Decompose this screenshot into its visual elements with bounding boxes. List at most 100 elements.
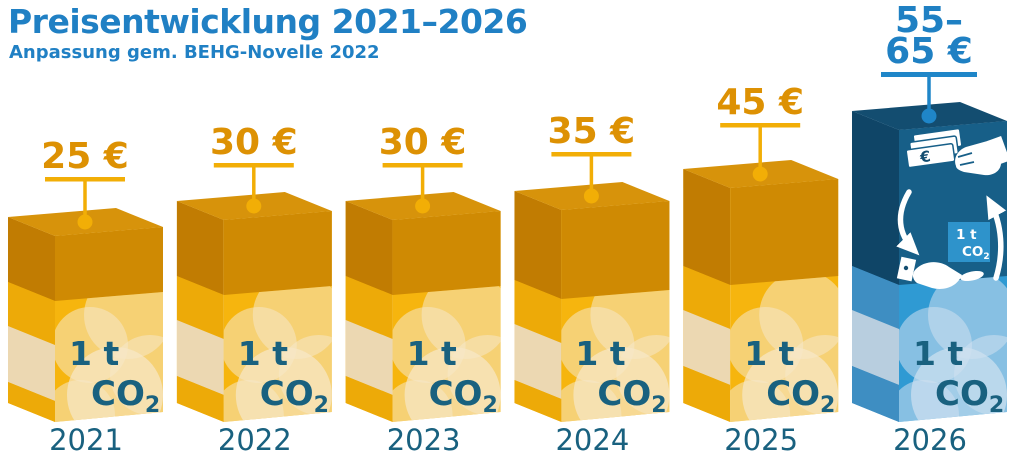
block-unit-label-1t: 1 t xyxy=(407,334,457,373)
certificate-subscript: 2 xyxy=(983,252,989,262)
co2-certificate-icon xyxy=(948,222,990,262)
co2-bubble xyxy=(392,380,453,422)
left-face-dark-band xyxy=(345,201,393,295)
price-pin-dot xyxy=(77,214,93,230)
block-unit-label-co2: CO2 xyxy=(260,374,329,418)
year-label: 2022 xyxy=(218,423,292,452)
year-label: 2026 xyxy=(893,423,967,452)
co2-bubbles xyxy=(223,286,332,422)
price-pin-dot xyxy=(415,198,431,214)
price-underline xyxy=(213,163,294,168)
left-face-stripe xyxy=(514,324,562,399)
front-dark-band xyxy=(392,211,501,295)
co2-bubble xyxy=(561,380,622,422)
banknote-euro-symbol: € xyxy=(918,147,932,166)
finger-gaps xyxy=(957,152,975,166)
cycle-arrow-down-icon xyxy=(896,189,920,256)
co2-subscript: 2 xyxy=(145,393,160,418)
co2-bubbles xyxy=(392,286,501,422)
box-left-face xyxy=(176,201,224,422)
co2-co: CO xyxy=(429,374,483,414)
co2-co: CO xyxy=(91,374,145,414)
box-left-face xyxy=(345,201,393,422)
price-label: 30 € xyxy=(210,122,298,163)
certificate-co: CO xyxy=(962,244,983,260)
block-unit-label-co2: CO2 xyxy=(429,374,498,418)
left-face-stripe xyxy=(176,320,224,395)
price-label: 55– xyxy=(895,0,963,41)
co2-bubble xyxy=(730,380,791,422)
left-face-dark-band xyxy=(176,201,224,295)
fingertips xyxy=(960,270,984,282)
certificate-label-co2: CO2 xyxy=(962,244,990,262)
banknote xyxy=(905,142,956,169)
co2-bubble xyxy=(223,380,284,422)
co2-bubbles xyxy=(899,276,1007,422)
block-unit-label-co2: CO2 xyxy=(91,374,160,418)
co2-bubble xyxy=(899,380,959,422)
co2-co: CO xyxy=(260,374,314,414)
price-label: 35 € xyxy=(548,111,636,152)
year-label: 2021 xyxy=(49,423,123,452)
header: Preisentwicklung 2021–2026 Anpassung gem… xyxy=(8,2,528,63)
box-left-face xyxy=(852,111,899,422)
hand-shape xyxy=(955,139,1004,176)
price-label: 30 € xyxy=(379,122,467,163)
left-face-stripe xyxy=(345,276,393,339)
left-face-stripe xyxy=(8,326,55,401)
price-underline xyxy=(720,123,801,128)
left-face-stripe xyxy=(852,310,899,385)
front-dark-band xyxy=(223,211,332,295)
co2-subscript: 2 xyxy=(820,393,835,418)
year-label: 2024 xyxy=(555,423,629,452)
front-dark-band xyxy=(730,179,839,285)
left-face-dark-band xyxy=(852,111,899,285)
block-unit-label-co2: CO2 xyxy=(766,374,835,418)
price-pin-dot xyxy=(921,108,937,124)
left-face-stripe xyxy=(514,280,562,343)
price-underline xyxy=(881,72,977,77)
co2-subscript: 2 xyxy=(989,393,1004,418)
co2-subscript: 2 xyxy=(314,393,329,418)
front-dark-band xyxy=(561,201,670,299)
block-unit-label-co2: CO2 xyxy=(597,374,666,418)
sleeve-button xyxy=(903,265,909,271)
front-dark-band xyxy=(55,227,163,301)
price-label: 45 € xyxy=(716,82,804,123)
certificate-label-1t: 1 t xyxy=(956,227,977,243)
left-face-stripe xyxy=(8,282,55,345)
hand-shape xyxy=(912,262,962,289)
page-subtitle: Anpassung gem. BEHG-Novelle 2022 xyxy=(9,42,380,63)
price-underline xyxy=(382,163,463,168)
left-face-stripe xyxy=(345,320,393,395)
block-unit-label-1t: 1 t xyxy=(744,334,794,373)
block-unit-label-1t: 1 t xyxy=(575,334,625,373)
price-label: 65 € xyxy=(885,31,973,72)
box-left-face xyxy=(8,217,55,422)
left-face-stripe xyxy=(852,266,899,329)
left-face-stripe xyxy=(683,366,731,422)
box-left-face xyxy=(683,169,731,422)
block-unit-label-1t: 1 t xyxy=(69,334,119,373)
left-face-stripe xyxy=(852,366,899,422)
block-unit-label-1t: 1 t xyxy=(913,334,963,373)
co2-subscript: 2 xyxy=(482,393,497,418)
block-unit-label-1t: 1 t xyxy=(238,334,288,373)
euro-banknotes-icon: € xyxy=(905,127,963,169)
cycle-arrow-up-icon xyxy=(986,195,1007,281)
year-label: 2023 xyxy=(387,423,461,452)
price-pin-dot xyxy=(246,198,262,214)
co2-bubble xyxy=(55,380,115,422)
hand-giving-icon xyxy=(955,136,1010,176)
year-label: 2025 xyxy=(724,423,798,452)
co2-co: CO xyxy=(935,374,989,414)
price-pin-dot xyxy=(583,188,599,204)
left-face-stripe xyxy=(683,266,731,329)
hand-receiving-icon xyxy=(896,256,984,289)
